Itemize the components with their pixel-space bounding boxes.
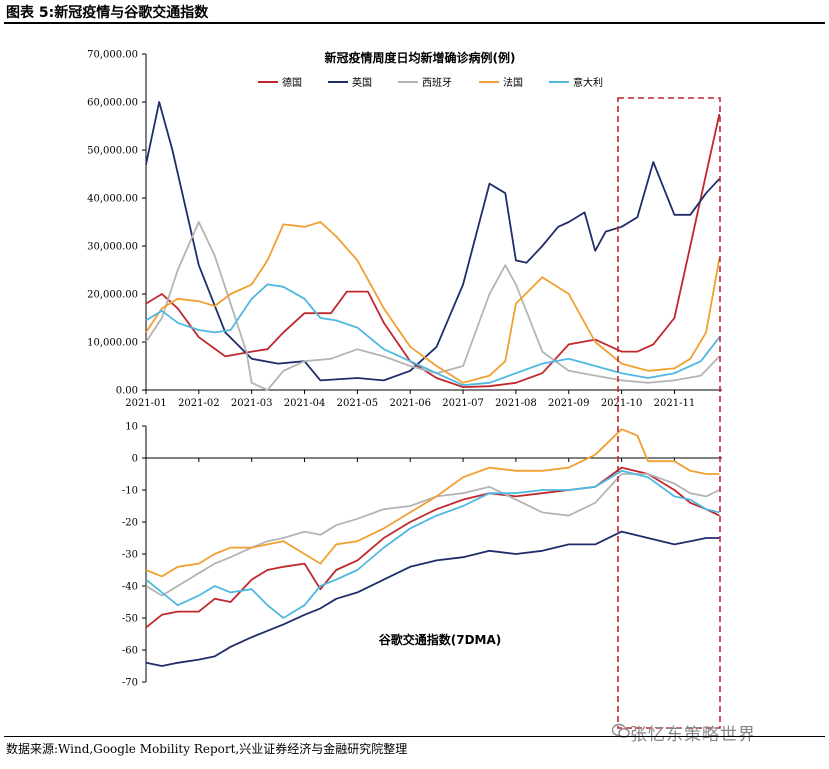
y-tick-label: -10 xyxy=(122,486,138,497)
legend-label: 法国 xyxy=(503,76,523,89)
series-line xyxy=(145,283,721,387)
x-tick-label: 2021-08 xyxy=(495,398,537,409)
x-tick-label: 2021-07 xyxy=(442,398,484,409)
series-line xyxy=(145,113,721,389)
x-tick-label: 2021-02 xyxy=(178,398,220,409)
series-line xyxy=(145,469,720,619)
series-line xyxy=(145,221,721,384)
y-tick-label: 40,000.00 xyxy=(87,194,138,205)
x-tick-label: 2021-01 xyxy=(125,398,167,409)
x-tick-label: 2021-10 xyxy=(601,398,643,409)
legend-label: 英国 xyxy=(352,76,372,89)
source-note: 数据来源:Wind,Google Mobility Report,兴业证券经济与… xyxy=(6,742,408,756)
x-tick-label: 2021-05 xyxy=(337,398,379,409)
y-tick-label: -30 xyxy=(122,550,138,561)
bottom-chart-mobility: -70 -60 -50 -40 -30 -20 -10 0 10 谷歌交通指数(7DMA) xyxy=(122,422,722,689)
y-tick-label: 0.00 xyxy=(116,386,138,397)
series-line xyxy=(145,101,721,382)
y-tick-label: 20,000.00 xyxy=(87,290,138,301)
legend-label: 西班牙 xyxy=(422,77,452,89)
chart-title: 新冠疫情周度日均新增确诊病例(例) xyxy=(325,50,516,65)
x-tick-label: 2021-03 xyxy=(231,398,273,409)
highlight-box xyxy=(617,97,721,729)
x-tick-label: 2021-06 xyxy=(389,398,431,409)
x-tick-label: 2021-04 xyxy=(284,398,326,409)
y-tick-label: 50,000.00 xyxy=(87,146,138,157)
x-tick-label: 2021-11 xyxy=(654,398,696,409)
y-tick-label: -60 xyxy=(122,646,138,657)
y-tick-label: 10,000.00 xyxy=(87,338,138,349)
y-tick-label: -50 xyxy=(122,614,138,625)
chart-title: 谷歌交通指数(7DMA) xyxy=(379,632,502,647)
x-tick-label: 2021-09 xyxy=(548,398,590,409)
legend-label: 意大利 xyxy=(573,76,603,89)
y-tick-label: -70 xyxy=(122,678,138,689)
series-line xyxy=(145,530,720,667)
source-rule xyxy=(4,736,825,737)
y-tick-label: 30,000.00 xyxy=(87,242,138,253)
wechat-icon xyxy=(612,723,630,738)
legend-label: 德国 xyxy=(282,76,302,89)
top-chart-cases: 0.00 10,000.00 20,000.00 30,000.00 40,000.00… xyxy=(87,50,722,409)
y-tick-label: -40 xyxy=(122,582,138,593)
series-line xyxy=(145,466,720,629)
legend: 德国 英国 西班牙 法国 意大利 xyxy=(258,76,603,89)
figure-title: 图表 5:新冠疫情与谷歌交通指数 xyxy=(6,5,209,21)
watermark: 张忆东策略世界 xyxy=(630,725,756,745)
y-tick-label: 10 xyxy=(125,422,138,433)
y-tick-label: 0 xyxy=(132,454,138,465)
title-rule xyxy=(4,22,825,24)
series-line xyxy=(145,428,720,578)
y-tick-label: -20 xyxy=(122,518,138,529)
series-line xyxy=(145,221,721,391)
y-tick-label: 70,000.00 xyxy=(87,50,138,61)
y-tick-label: 60,000.00 xyxy=(87,98,138,109)
